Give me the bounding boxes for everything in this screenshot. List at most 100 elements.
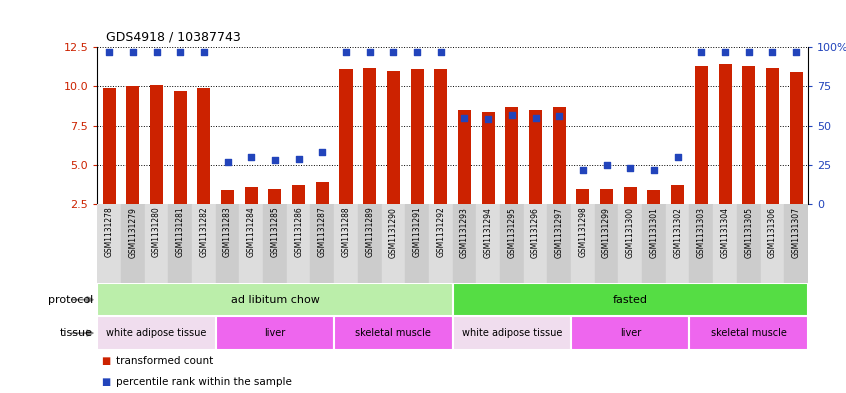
Point xyxy=(552,113,566,119)
Bar xyxy=(695,66,708,204)
Text: ad libitum chow: ad libitum chow xyxy=(230,295,320,305)
Bar xyxy=(410,69,424,204)
Text: ■: ■ xyxy=(102,377,111,387)
Bar xyxy=(292,185,305,204)
Bar xyxy=(784,204,808,283)
Bar xyxy=(671,185,684,204)
Bar xyxy=(239,204,263,283)
Text: GSM1131304: GSM1131304 xyxy=(721,207,729,258)
Text: liver: liver xyxy=(264,328,286,338)
Point xyxy=(150,49,163,55)
Point xyxy=(126,49,140,55)
Point xyxy=(624,165,637,171)
Bar xyxy=(387,71,400,204)
Text: protocol: protocol xyxy=(48,295,93,305)
Bar xyxy=(742,66,755,204)
Text: GSM1131295: GSM1131295 xyxy=(508,207,516,257)
Point xyxy=(197,49,211,55)
Bar xyxy=(642,204,666,283)
Bar xyxy=(216,204,239,283)
Bar xyxy=(789,72,803,204)
Bar xyxy=(363,68,376,204)
Bar xyxy=(552,107,566,204)
Point xyxy=(339,49,353,55)
Point xyxy=(363,49,376,55)
Text: GSM1131298: GSM1131298 xyxy=(579,207,587,257)
Text: GSM1131292: GSM1131292 xyxy=(437,207,445,257)
Text: percentile rank within the sample: percentile rank within the sample xyxy=(116,377,292,387)
Bar xyxy=(458,110,471,204)
Bar xyxy=(766,68,779,204)
Bar xyxy=(476,204,500,283)
Bar xyxy=(268,189,282,204)
Text: GSM1131299: GSM1131299 xyxy=(602,207,611,257)
Bar xyxy=(689,204,713,283)
Bar xyxy=(481,112,495,204)
Bar xyxy=(595,204,618,283)
Bar xyxy=(434,69,448,204)
Point xyxy=(695,49,708,55)
Bar xyxy=(600,189,613,204)
Bar xyxy=(126,86,140,204)
Point xyxy=(316,149,329,156)
Text: skeletal muscle: skeletal muscle xyxy=(355,328,431,338)
Bar xyxy=(547,204,571,283)
Bar xyxy=(453,204,476,283)
Point xyxy=(387,49,400,55)
Text: skeletal muscle: skeletal muscle xyxy=(711,328,787,338)
Bar xyxy=(221,190,234,204)
Point xyxy=(102,49,116,55)
Bar xyxy=(647,190,661,204)
Bar xyxy=(334,316,453,350)
Text: GSM1131305: GSM1131305 xyxy=(744,207,753,258)
Bar xyxy=(524,204,547,283)
Bar xyxy=(197,88,211,204)
Bar xyxy=(216,316,334,350)
Bar xyxy=(761,204,784,283)
Text: GSM1131307: GSM1131307 xyxy=(792,207,800,258)
Bar xyxy=(173,91,187,204)
Text: GSM1131303: GSM1131303 xyxy=(697,207,706,258)
Bar xyxy=(150,85,163,204)
Bar xyxy=(287,204,310,283)
Point xyxy=(434,49,448,55)
Bar xyxy=(405,204,429,283)
Text: GSM1131278: GSM1131278 xyxy=(105,207,113,257)
Point xyxy=(600,162,613,168)
Bar xyxy=(358,204,382,283)
Bar xyxy=(618,204,642,283)
Text: GSM1131287: GSM1131287 xyxy=(318,207,327,257)
Bar xyxy=(666,204,689,283)
Bar xyxy=(382,204,405,283)
Text: liver: liver xyxy=(619,328,641,338)
Text: white adipose tissue: white adipose tissue xyxy=(462,328,562,338)
Text: transformed count: transformed count xyxy=(116,356,213,365)
Point xyxy=(268,157,282,163)
Text: GSM1131291: GSM1131291 xyxy=(413,207,421,257)
Bar xyxy=(97,283,453,316)
Bar xyxy=(576,189,590,204)
Text: GSM1131293: GSM1131293 xyxy=(460,207,469,257)
Bar xyxy=(429,204,453,283)
Text: tissue: tissue xyxy=(60,328,93,338)
Text: GSM1131296: GSM1131296 xyxy=(531,207,540,257)
Text: GSM1131286: GSM1131286 xyxy=(294,207,303,257)
Point xyxy=(671,154,684,160)
Text: GSM1131294: GSM1131294 xyxy=(484,207,492,257)
Bar xyxy=(624,187,637,204)
Bar xyxy=(168,204,192,283)
Text: GSM1131281: GSM1131281 xyxy=(176,207,184,257)
Text: GSM1131285: GSM1131285 xyxy=(271,207,279,257)
Bar xyxy=(689,316,808,350)
Text: GSM1131289: GSM1131289 xyxy=(365,207,374,257)
Text: GSM1131290: GSM1131290 xyxy=(389,207,398,257)
Bar xyxy=(97,316,216,350)
Bar xyxy=(121,204,145,283)
Bar xyxy=(713,204,737,283)
Text: GSM1131283: GSM1131283 xyxy=(223,207,232,257)
Text: GSM1131288: GSM1131288 xyxy=(342,207,350,257)
Point xyxy=(505,112,519,118)
Point xyxy=(718,49,732,55)
Point xyxy=(244,154,258,160)
Text: fasted: fasted xyxy=(613,295,648,305)
